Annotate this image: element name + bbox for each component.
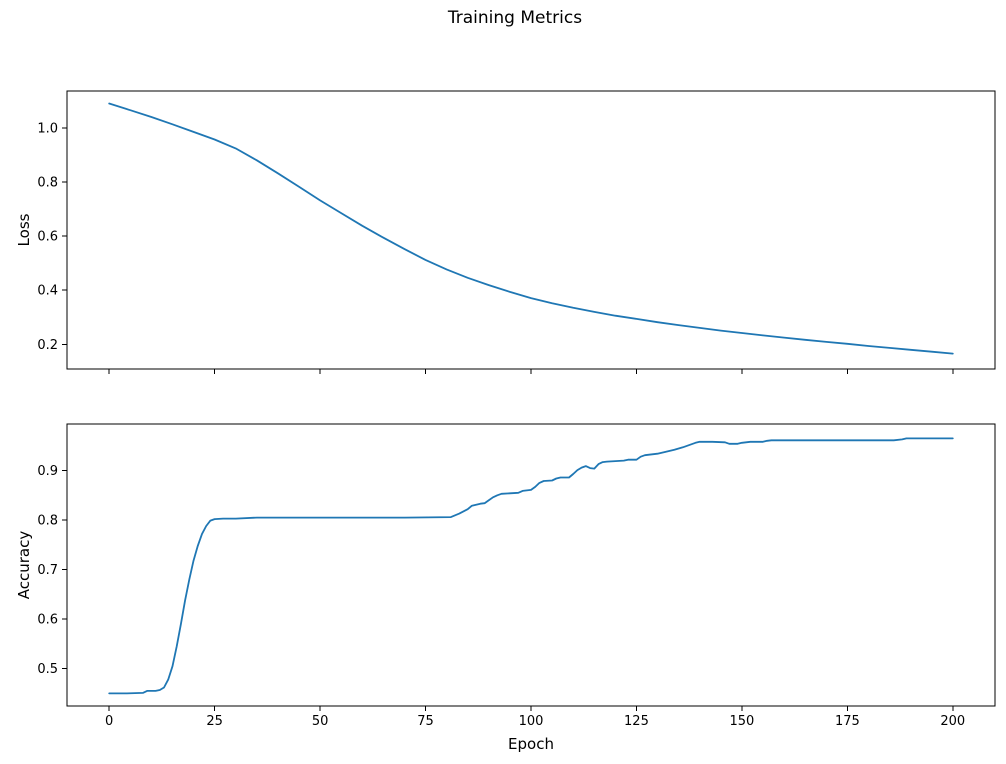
loss-subplot: 0.2 0.4 0.6 0.8 1.0 Loss bbox=[15, 90, 996, 374]
y-tick-label: 0.8 bbox=[37, 514, 58, 529]
x-tick-label: 125 bbox=[624, 714, 649, 729]
figure-title: Training Metrics bbox=[447, 8, 582, 28]
y-tick-label: 0.5 bbox=[37, 662, 58, 677]
x-tick-label: 100 bbox=[519, 714, 544, 729]
x-tick-label: 75 bbox=[417, 714, 434, 729]
x-tick-label: 0 bbox=[105, 714, 113, 729]
x-tick-label: 50 bbox=[312, 714, 329, 729]
y-tick-label: 0.6 bbox=[37, 613, 58, 628]
accuracy-line bbox=[108, 437, 954, 695]
x-tick-label: 150 bbox=[729, 714, 754, 729]
y-tick-label: 0.9 bbox=[37, 464, 58, 479]
x-tick-label: 175 bbox=[835, 714, 860, 729]
y-axis-label-loss: Loss bbox=[15, 213, 33, 246]
x-tick-label: 25 bbox=[206, 714, 223, 729]
y-tick-label: 0.6 bbox=[37, 230, 58, 245]
loss-line bbox=[108, 102, 954, 355]
y-tick-label: 1.0 bbox=[37, 121, 58, 136]
axes-frame-accuracy bbox=[66, 423, 996, 707]
y-tick-label: 0.7 bbox=[37, 563, 58, 578]
accuracy-subplot: 0 25 50 75 100 125 150 175 200 0.5 0.6 0.7 0.8 0.9 Acc… bbox=[15, 423, 996, 753]
x-axis-label: Epoch bbox=[508, 735, 554, 753]
y-tick-label: 0.8 bbox=[37, 175, 58, 190]
axes-frame-loss bbox=[66, 90, 996, 370]
y-tick-label: 0.4 bbox=[37, 284, 58, 299]
y-axis-label-accuracy: Accuracy bbox=[15, 531, 33, 600]
x-tick-label: 200 bbox=[940, 714, 965, 729]
y-tick-label: 0.2 bbox=[37, 338, 58, 353]
